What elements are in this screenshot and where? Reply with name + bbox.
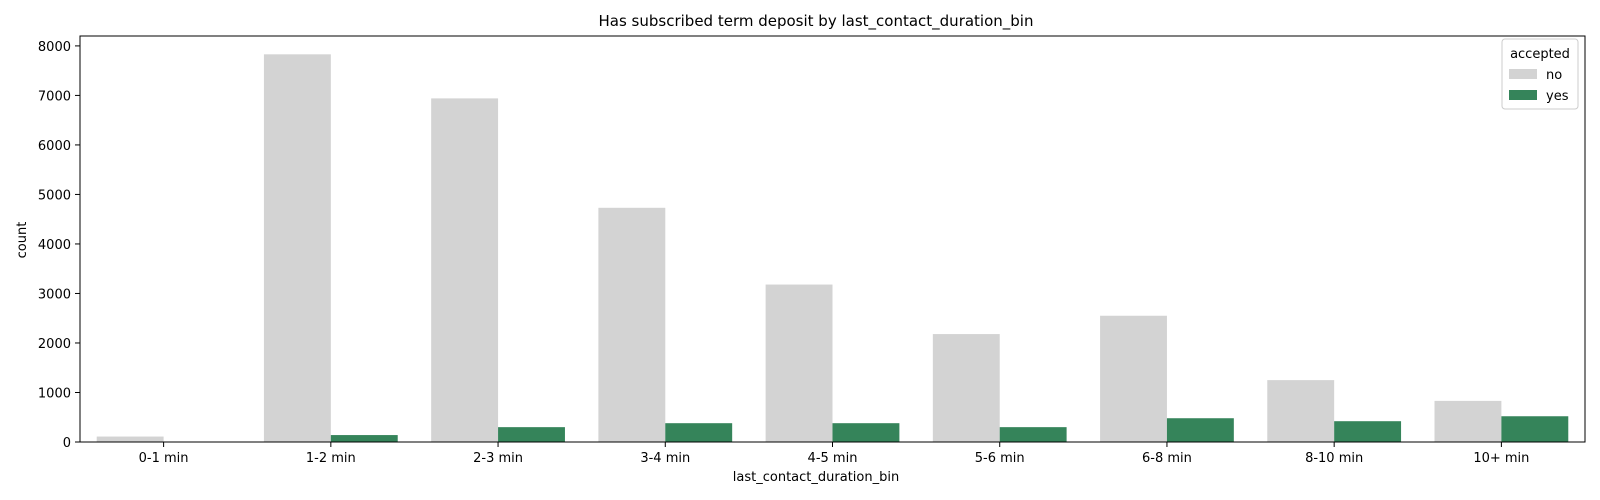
bar-yes-3-4-min: [665, 423, 733, 442]
x-tick-label: 1-2 min: [306, 451, 356, 466]
y-tick-label: 6000: [38, 139, 71, 154]
bar-yes-10-min: [1501, 416, 1569, 442]
legend-label-no: no: [1546, 68, 1562, 83]
bar-yes-6-8-min: [1166, 418, 1234, 442]
legend: accepted no yes: [1501, 38, 1579, 110]
legend-swatch-yes: [1509, 90, 1537, 100]
plot-frame: [79, 35, 1586, 443]
x-tick-label: 6-8 min: [1142, 451, 1192, 466]
bar-yes-8-10-min: [1334, 421, 1402, 442]
y-tick-label: 2000: [38, 337, 71, 352]
bar-no-4-5-min: [765, 284, 833, 442]
y-tick-label: 0: [63, 436, 71, 451]
x-tick-label: 5-6 min: [975, 451, 1025, 466]
bar-yes-4-5-min: [832, 423, 900, 442]
axes-layer: 0 1000 2000 3000 4000 5000 6000 7000 8000 0-1 min…: [38, 35, 1586, 466]
bar-no-2-3-min: [431, 98, 499, 442]
x-tick-label: 3-4 min: [640, 451, 690, 466]
bar-no-1-2-min: [263, 54, 331, 442]
legend-label-yes: yes: [1546, 89, 1569, 104]
y-tick-label: 7000: [38, 89, 71, 104]
x-tick-label: 0-1 min: [139, 451, 189, 466]
x-tick-label: 4-5 min: [808, 451, 858, 466]
chart-title: Has subscribed term deposit by last_cont…: [599, 12, 1034, 31]
bar-no-10-min: [1434, 400, 1502, 442]
bar-no-8-10-min: [1267, 380, 1335, 442]
y-tick-label: 1000: [38, 386, 71, 401]
x-tick-label: 8-10 min: [1305, 451, 1363, 466]
y-tick-label: 5000: [38, 188, 71, 203]
y-tick-label: 8000: [38, 40, 71, 55]
legend-title: accepted: [1510, 47, 1570, 62]
bar-yes-5-6-min: [999, 427, 1067, 442]
legend-swatch-no: [1509, 69, 1537, 79]
x-axis-title: last_contact_duration_bin: [733, 470, 899, 485]
bar-yes-2-3-min: [498, 427, 565, 442]
bars-layer: [96, 54, 1569, 442]
bar-yes-1-2-min: [330, 435, 398, 442]
x-tick-label: 2-3 min: [473, 451, 523, 466]
bar-no-5-6-min: [932, 334, 1000, 442]
bar-no-6-8-min: [1100, 315, 1167, 442]
y-tick-label: 3000: [38, 287, 71, 302]
bar-no-3-4-min: [598, 207, 666, 442]
y-tick-label: 4000: [38, 238, 71, 253]
y-axis-title: count: [15, 222, 30, 259]
bar-no-0-1-min: [96, 436, 164, 442]
x-tick-label: 10+ min: [1473, 451, 1529, 466]
